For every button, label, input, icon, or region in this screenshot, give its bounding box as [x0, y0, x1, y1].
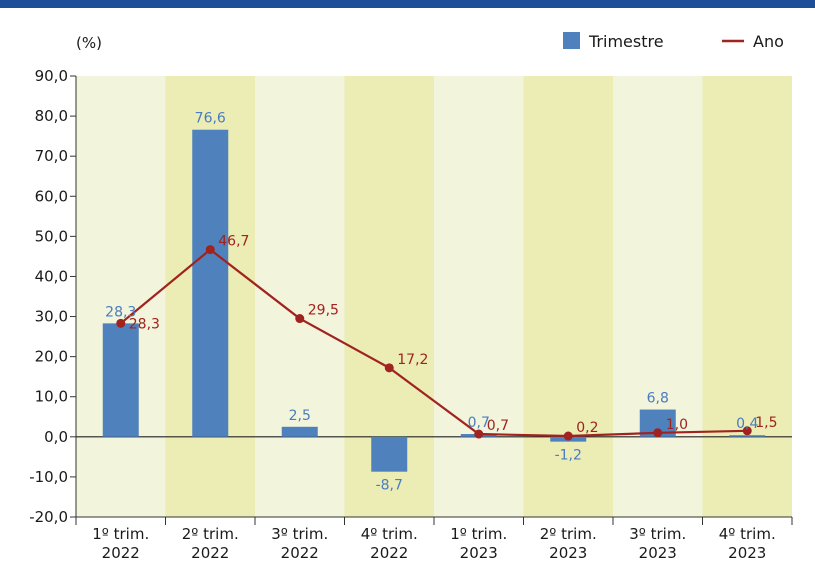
bar-series: [102, 129, 766, 472]
x-tick-label-year: 2022: [370, 544, 408, 562]
line-data-label: 29,5: [308, 303, 339, 319]
bar-data-label: -8,7: [376, 478, 403, 494]
legend-line-label: Ano: [753, 32, 784, 51]
y-tick-label: 70,0: [35, 147, 68, 165]
data-labels: 28,3 76,6 2,5 -8,7 0,7 -1,2 6,8 0,4 28,3 46,7 29,5…: [105, 111, 777, 494]
x-tick-label: 1º trim.: [92, 525, 149, 543]
category-band: [255, 76, 345, 517]
x-tick-label-year: 2023: [639, 544, 677, 562]
category-band: [523, 76, 613, 517]
x-tick-label-year: 2023: [549, 544, 587, 562]
y-tick-label: 20,0: [35, 348, 68, 366]
bar: [729, 435, 766, 437]
line-point: [474, 429, 484, 439]
y-tick-label: -20,0: [29, 508, 68, 526]
line-point: [384, 363, 394, 373]
legend: Trimestre Ano: [563, 32, 784, 51]
y-tick-label: 60,0: [35, 187, 68, 205]
category-bands: [76, 76, 792, 517]
line-point: [116, 318, 126, 328]
x-tick-label: 4º trim.: [361, 525, 418, 543]
line-data-label: 28,3: [129, 316, 160, 332]
x-tick-label: 2º trim.: [540, 525, 597, 543]
line-point: [205, 245, 215, 255]
line-data-label: 0,2: [576, 420, 598, 436]
y-tick-label: 50,0: [35, 227, 68, 245]
y-axis: -20,0 -10,0 0,0 10,0 20,0 30,0 40,0 50,0 60,0 70,…: [29, 67, 77, 526]
bar-data-label: 28,3: [105, 304, 136, 320]
y-tick-label: 40,0: [35, 267, 68, 285]
top-rule: [0, 0, 815, 8]
x-tick-label: 3º trim.: [271, 525, 328, 543]
category-band: [434, 76, 524, 517]
legend-bar-label: Trimestre: [588, 32, 664, 51]
y-tick-label: 0,0: [44, 428, 68, 446]
bar-data-label: 2,5: [289, 408, 311, 424]
x-tick-label: 2º trim.: [182, 525, 239, 543]
bar: [371, 436, 408, 472]
line-point: [653, 428, 663, 438]
bar-data-label: 6,8: [647, 391, 669, 407]
bar-data-label: 0,7: [468, 415, 490, 431]
line-data-label: 1,5: [755, 415, 777, 431]
legend-bar-swatch: [563, 32, 580, 49]
x-tick-label: 4º trim.: [719, 525, 776, 543]
line-point: [563, 431, 573, 441]
bar-data-label: -1,2: [555, 448, 582, 464]
x-tick-label-year: 2023: [460, 544, 498, 562]
line-data-label: 1,0: [666, 417, 688, 433]
line-data-label: 46,7: [218, 234, 249, 250]
y-tick-label: 30,0: [35, 308, 68, 326]
x-tick-label-year: 2023: [728, 544, 766, 562]
line-point: [742, 426, 752, 436]
y-tick-label: 10,0: [35, 388, 68, 406]
y-tick-label: -10,0: [29, 468, 68, 486]
category-band: [702, 76, 792, 517]
bar: [192, 129, 229, 437]
bar-data-label: 76,6: [195, 111, 226, 127]
line-point: [295, 314, 305, 324]
bar: [102, 323, 139, 437]
category-band: [76, 76, 166, 517]
y-tick-label: 90,0: [35, 67, 68, 85]
ano-line: [120, 248, 748, 438]
bar-data-label: 0,4: [736, 416, 758, 432]
x-tick-label-year: 2022: [281, 544, 319, 562]
y-tick-label: 80,0: [35, 107, 68, 125]
x-tick-label-year: 2022: [191, 544, 229, 562]
line-series: [116, 245, 752, 441]
unit-label: (%): [76, 34, 102, 52]
bar: [281, 426, 318, 437]
line-data-label: 0,7: [487, 418, 509, 434]
x-tick-label: 1º trim.: [450, 525, 507, 543]
category-band: [613, 76, 703, 517]
line-data-label: 17,2: [397, 352, 428, 368]
x-tick-label-year: 2022: [102, 544, 140, 562]
x-tick-label: 3º trim.: [629, 525, 686, 543]
